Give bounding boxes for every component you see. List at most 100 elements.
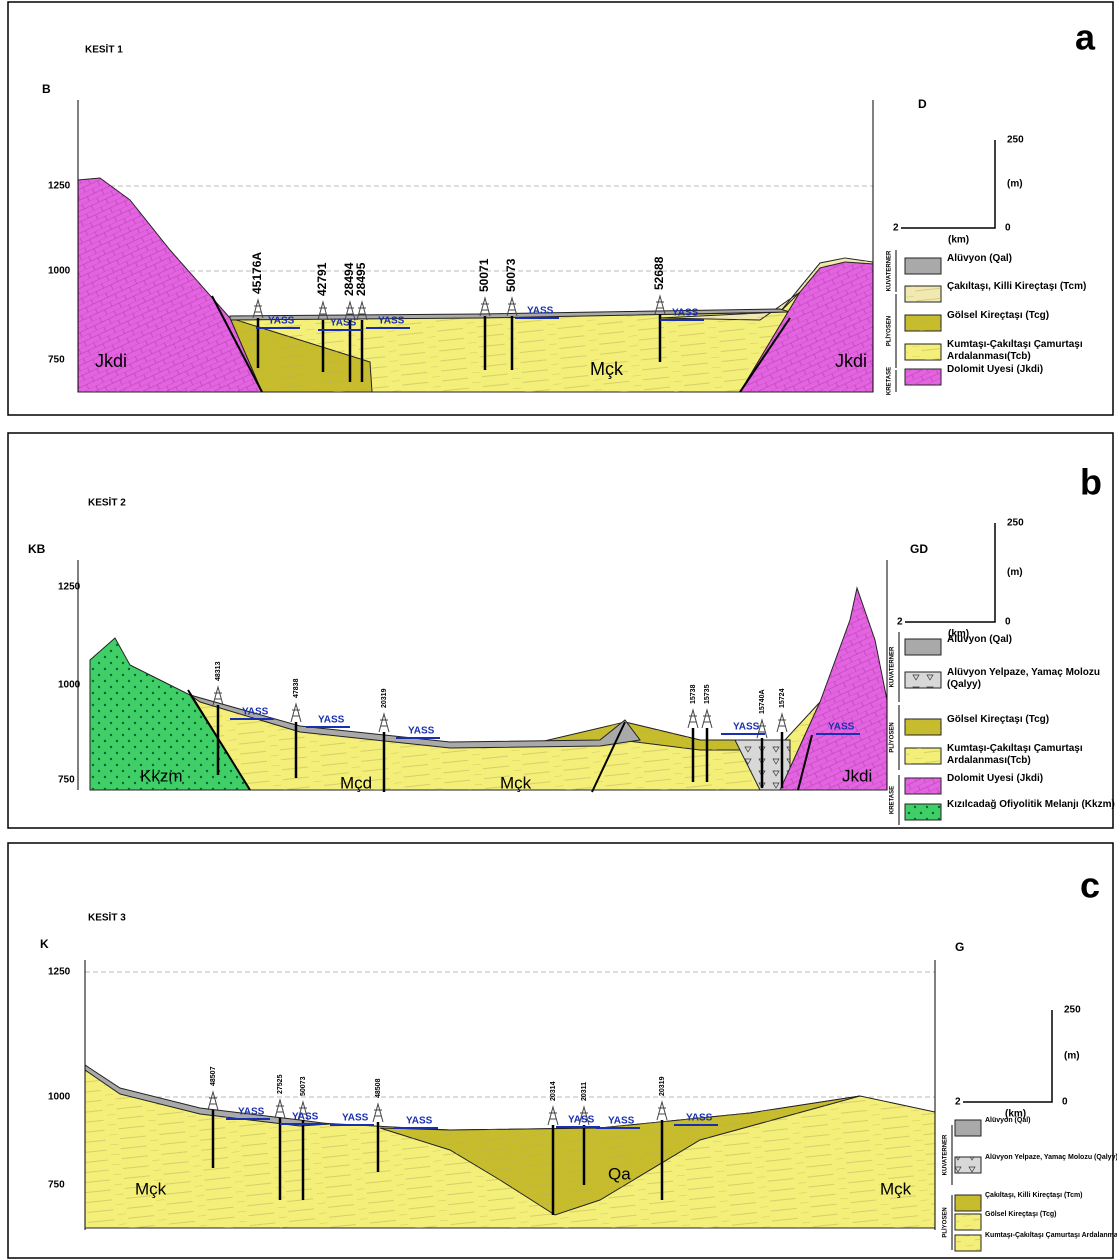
water-table-label: YASS [568, 1115, 595, 1126]
scale-bar [905, 523, 995, 622]
section-title: KESİT 3 [88, 911, 126, 924]
period-label: PLİYOSEN [889, 722, 896, 752]
derrick [275, 1100, 285, 1118]
legend-texture [905, 778, 941, 794]
elevation-label: 750 [48, 1180, 65, 1191]
unit-label: Qa [608, 1164, 631, 1183]
unit-label: Kkzm [140, 766, 183, 785]
derrick [373, 1104, 383, 1122]
legend-text: Alüvyon (Qal) [985, 1115, 1117, 1127]
unit-label: Jkdi [95, 351, 127, 371]
legend-item: Kızılcadağ Ofiyolitik Melanjı (Kkzm) [947, 799, 1117, 827]
well-label: 20319 [381, 688, 388, 708]
legend-item: Kumtaşı-Çakıltaşı Çamurtaşı Ardalanması(… [985, 1230, 1117, 1258]
legend-texture [905, 672, 941, 688]
period-label: KUVATERNER [887, 250, 893, 291]
well-label: 20314 [550, 1081, 557, 1101]
derrick [208, 1092, 218, 1110]
water-table-label: YASS [733, 722, 760, 733]
section-title: KESİT 2 [88, 496, 126, 509]
legend-text: Alüvyon (Qal) [947, 634, 1117, 646]
legend-item: Dolomit Üyesi (Jkdi) [947, 364, 1117, 392]
legend-texture [905, 344, 941, 360]
legend-item: Kumtaşı-Çakıltaşı Çamurtaşı Ardalanması(… [947, 743, 1117, 771]
well-label: 15735 [704, 684, 711, 704]
water-table-label: YASS [406, 1116, 433, 1127]
well-label: 15724 [779, 688, 786, 708]
scale-vertical: 250 [1007, 135, 1024, 146]
well-label: 28495 [354, 262, 368, 296]
scale-unit-v: (m) [1064, 1051, 1080, 1062]
legend-text: Çakıltaşı, Killi Kireçtaşı (Tcm) [985, 1190, 1117, 1202]
elevation-label: 1000 [48, 266, 71, 277]
well-label: 45176A [250, 252, 264, 294]
legend-text: Gölsel Kireçtaşı (Tcg) [947, 310, 1117, 322]
legend-texture [905, 748, 941, 764]
well-label: 27525 [277, 1074, 284, 1094]
period-label: KRETASE [890, 786, 896, 814]
scale-zero: 0 [1005, 223, 1011, 234]
legend-texture [905, 315, 941, 331]
water-table-label: YASS [686, 1113, 713, 1124]
right-end-label: G [955, 940, 964, 954]
scale-vertical: 250 [1007, 518, 1024, 529]
derrick [379, 714, 389, 732]
legend-item: Alüvyon (Qal) [947, 253, 1117, 281]
water-table-label: YASS [342, 1113, 369, 1124]
scale-zero: 0 [1062, 1097, 1068, 1108]
well-label: 52688 [652, 256, 666, 290]
legend-item: Gölsel Kireçtaşı (Tcg) [947, 310, 1117, 338]
legend-item: Alüvyon Yelpaze, Yamaç Molozu (Qalyy) [985, 1152, 1117, 1180]
well-label: 20311 [581, 1082, 588, 1101]
derrick [777, 714, 787, 732]
legend-item: Kumtaşı-Çakıltaşı Çamurtaşı Ardalanması(… [947, 339, 1117, 367]
legend-text: Dolomit Üyesi (Jkdi) [947, 364, 1117, 376]
legend-text: Gölsel Kireçtaşı (Tcg) [947, 714, 1117, 726]
legend-text: Kızılcadağ Ofiyolitik Melanjı (Kkzm) [947, 799, 1117, 811]
panel-letter: a [1075, 17, 1096, 58]
scale-zero: 0 [1005, 617, 1011, 628]
water-table-label: YASS [828, 722, 855, 733]
period-label: KUVATERNER [943, 1134, 949, 1175]
legend-texture [955, 1157, 981, 1173]
panel-letter: c [1080, 865, 1100, 906]
page: KESİT 1aBD1250100075045176A4279128494284… [0, 0, 1117, 1260]
elevation-label: 1250 [48, 967, 71, 978]
unit-label: Jkdi [835, 351, 867, 371]
legend-texture [955, 1214, 981, 1230]
legend-swatch [905, 258, 941, 274]
legend-item: Gölsel Kireçtaşı (Tcg) [947, 714, 1117, 742]
right-end-label: GD [910, 542, 928, 556]
elevation-label: 750 [48, 355, 65, 366]
legend-texture [905, 719, 941, 735]
well-label: 50071 [477, 258, 491, 292]
panel-letter: b [1080, 462, 1102, 503]
water-table-label: YASS [527, 306, 554, 317]
water-table-label: YASS [378, 316, 405, 327]
legend-text: Dolomit Üyesi (Jkdi) [947, 773, 1117, 785]
legend-text: Alüvyon (Qal) [947, 253, 1117, 265]
water-table-label: YASS [318, 715, 345, 726]
derrick [291, 704, 301, 722]
water-table-label: YASS [330, 318, 357, 329]
legend-texture [905, 369, 941, 385]
legend-text: Kumtaşı-Çakıltaşı Çamurtaşı Ardalanması(… [947, 743, 1117, 767]
unit-label: Jkdi [842, 766, 872, 785]
left-end-label: KB [28, 542, 46, 556]
well-label: 20319 [659, 1076, 666, 1096]
derrick [688, 710, 698, 728]
derrick [548, 1107, 558, 1125]
water-table-label: YASS [268, 316, 295, 327]
water-table-label: YASS [238, 1107, 265, 1118]
period-label: PLİYOSEN [942, 1207, 949, 1237]
legend-texture [955, 1235, 981, 1251]
elevation-label: 750 [58, 775, 75, 786]
water-table-label: YASS [408, 726, 435, 737]
scale-unit-h: (km) [948, 235, 969, 246]
legend-item: Alüvyon (Qal) [985, 1115, 1117, 1143]
derrick [702, 710, 712, 728]
water-table-label: YASS [672, 308, 699, 319]
scale-vertical: 250 [1064, 1005, 1081, 1016]
well-label: 50073 [300, 1076, 307, 1096]
elevation-label: 1000 [48, 1092, 71, 1103]
